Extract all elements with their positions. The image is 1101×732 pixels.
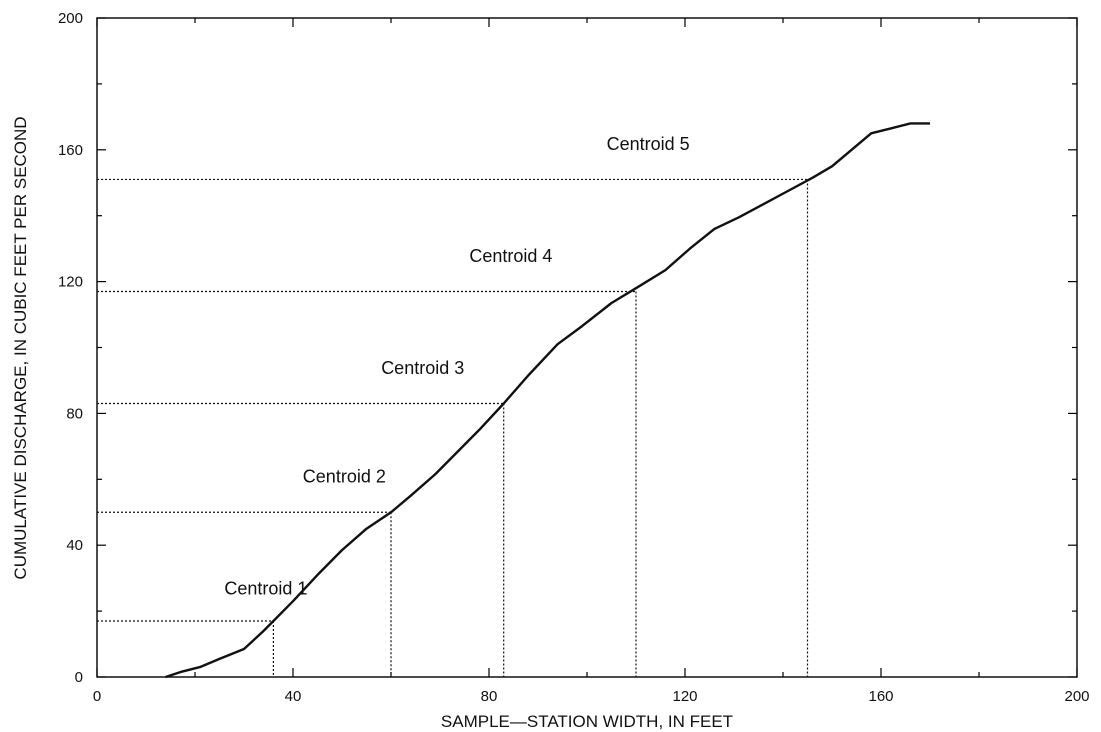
x-axis-title: SAMPLE—STATION WIDTH, IN FEET xyxy=(441,712,733,731)
centroid-label: Centroid 1 xyxy=(224,579,307,599)
cumulative-discharge-line xyxy=(165,122,930,679)
centroid-labels-layer: Centroid 1 Centroid 2 Centroid 3 Centroid 4… xyxy=(224,134,689,599)
x-tick-label: 200 xyxy=(1064,688,1089,705)
y-tick-label: 160 xyxy=(58,142,83,159)
y-tick-label: 80 xyxy=(66,405,83,422)
y-axis-title: CUMULATIVE DISCHARGE, IN CUBIC FEET PER … xyxy=(11,116,30,579)
x-tick-label: 120 xyxy=(672,688,697,705)
y-tick-label: 40 xyxy=(66,537,83,554)
ticks-layer: 0 40 80 120 160 200 0 40 80 120 160 200 xyxy=(58,10,1090,705)
y-tick-label: 200 xyxy=(58,10,83,27)
centroid-label: Centroid 4 xyxy=(469,246,552,266)
x-tick-label: 80 xyxy=(481,688,498,705)
centroid-label: Centroid 5 xyxy=(607,134,690,154)
centroid-guides-layer xyxy=(97,178,809,677)
x-tick-label: 160 xyxy=(868,688,893,705)
centroid-label: Centroid 2 xyxy=(303,467,386,487)
y-tick-label: 0 xyxy=(75,669,83,686)
x-tick-label: 0 xyxy=(93,688,101,705)
x-tick-label: 40 xyxy=(285,688,302,705)
centroid-label: Centroid 3 xyxy=(381,358,464,378)
y-tick-label: 120 xyxy=(58,274,83,291)
